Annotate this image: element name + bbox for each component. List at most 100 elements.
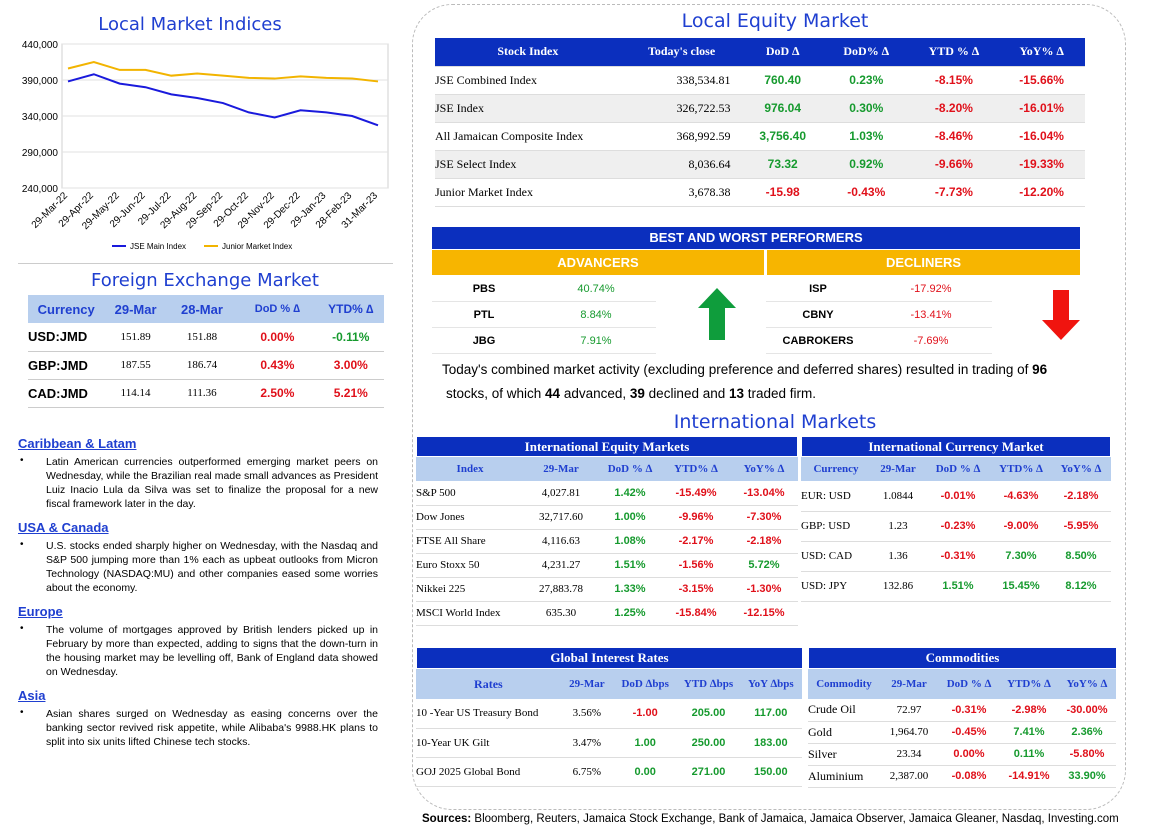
- fx-cell-c: GBP:JMD: [28, 357, 88, 373]
- indices-title: Local Market Indices: [98, 14, 282, 35]
- decliner-row: CBNY -13.41%: [766, 302, 992, 328]
- row-value: 27,883.78: [539, 583, 583, 595]
- row-change: -0.31%: [940, 550, 976, 562]
- ie-h1: 29-Mar: [543, 463, 579, 475]
- bullet-icon: •: [20, 707, 24, 718]
- fx-h0: Currency: [37, 301, 95, 317]
- row-label: Nikkei 225: [416, 583, 466, 595]
- eq-change: -8.20%: [909, 94, 999, 123]
- eq-close: 8,036.64: [620, 150, 743, 179]
- row-change: -2.17%: [678, 535, 714, 547]
- eq-h0: Stock Index: [435, 38, 621, 67]
- news-heading: USA & Canada: [18, 520, 109, 535]
- fx-cell-y: 3.00%: [333, 358, 368, 372]
- row-change: 5.72%: [748, 559, 780, 571]
- fx-row: GBP:JMD 187.55 186.74 0.43% 3.00%: [28, 351, 384, 379]
- pct-change: -7.69%: [913, 334, 949, 347]
- decliners-header: DECLINERS: [767, 250, 1080, 275]
- row-label: Crude Oil: [808, 702, 856, 717]
- row-change: -1.00: [632, 707, 658, 720]
- row-change: -1.30%: [746, 583, 782, 595]
- eq_rows-row: MSCI World Index 635.30 1.25% -15.84% -12.15…: [416, 601, 798, 625]
- right-panel-border: [412, 4, 1126, 810]
- eq-h2: DoD ∆: [742, 38, 823, 67]
- row-change: -0.23%: [940, 520, 976, 532]
- down-arrow-icon: [1042, 290, 1080, 340]
- y-tick-label: 340,000: [22, 112, 59, 123]
- eq-h3: DoD% ∆: [822, 38, 910, 67]
- advancer-row: JBG 7.91%: [432, 328, 656, 354]
- news-text: Latin American currencies outperformed e…: [46, 456, 378, 510]
- fx-cell-d: 2.50%: [260, 386, 295, 400]
- row-change: 2.36%: [1071, 726, 1103, 738]
- y-tick-label: 440,000: [22, 40, 59, 51]
- ie-h2: DoD % ∆: [607, 463, 653, 475]
- ic-h3: YTD% ∆: [999, 463, 1043, 475]
- rt-h3: YTD ∆bps: [683, 678, 734, 690]
- row-change: -0.45%: [951, 726, 987, 738]
- row-value: 72.97: [896, 703, 922, 716]
- eq-change: 73.32: [742, 150, 823, 179]
- row-value: 32,717.60: [539, 511, 583, 523]
- pct-change: -13.41%: [910, 308, 952, 321]
- cur_rows-row: EUR: USD 1.0844 -0.01% -4.63% -2.18%: [801, 481, 1111, 511]
- row-change: -15.84%: [675, 607, 717, 619]
- eq-name: All Jamaican Composite Index: [435, 122, 621, 151]
- row-change: -7.30%: [746, 511, 782, 523]
- eq-change: 3,756.40: [742, 122, 823, 151]
- row-change: -13.04%: [743, 486, 785, 499]
- fx-h1: 29-Mar: [114, 301, 157, 317]
- news-heading: Caribbean & Latam: [18, 436, 137, 451]
- intl-title: International Markets: [673, 411, 877, 433]
- equity-row: All Jamaican Composite Index 368,992.59 3,…: [435, 122, 1085, 151]
- row-change: 0.00%: [953, 748, 985, 760]
- cur_rows-row: USD: JPY 132.86 1.51% 15.45% 8.12%: [801, 571, 1111, 601]
- ticker: CBNY: [802, 308, 834, 321]
- eq_rows-row: Euro Stoxx 50 4,231.27 1.51% -1.56% 5.72%: [416, 553, 798, 577]
- sources-label: Sources:: [422, 813, 472, 825]
- eq-change: -15.98: [742, 178, 823, 207]
- row-change: 1.33%: [614, 583, 646, 595]
- pct-change: 7.91%: [580, 334, 612, 347]
- row-change: -0.31%: [951, 703, 987, 716]
- row-label: Aluminium: [808, 768, 864, 783]
- fx-h4: YTD% ∆: [328, 302, 374, 316]
- eq-change: 760.40: [742, 66, 823, 95]
- eq-h5: YoY% ∆: [998, 38, 1085, 67]
- legend-label: JSE Main Index: [130, 242, 186, 251]
- fx-cell-y: 5.21%: [333, 386, 368, 400]
- decliners-list: ISP -17.92% CBNY -13.41% CABROKERS -7.69%: [766, 276, 992, 354]
- row-change: -5.95%: [1063, 520, 1099, 532]
- news-text: U.S. stocks ended sharply higher on Wedn…: [46, 540, 378, 594]
- news-section: Caribbean & Latam • Latin American currenc…: [18, 436, 378, 758]
- bullet-icon: •: [20, 539, 24, 550]
- row-value: 1.36: [888, 550, 908, 562]
- pct-change: -17.92%: [910, 282, 952, 295]
- eq-h4: YTD % ∆: [909, 38, 999, 67]
- row-label: Gold: [808, 724, 832, 739]
- row-change: 7.41%: [1013, 726, 1045, 738]
- sources-text: Bloomberg, Reuters, Jamaica Stock Exchan…: [471, 813, 1119, 825]
- y-tick-label: 290,000: [22, 148, 59, 159]
- cm-h1: 29-Mar: [891, 678, 927, 690]
- row-label: MSCI World Index: [416, 607, 501, 619]
- eq-h1: Today's close: [620, 38, 743, 67]
- row-label: Euro Stoxx 50: [416, 559, 480, 571]
- row-change: 1.25%: [614, 607, 646, 619]
- row-change: -12.15%: [743, 607, 785, 619]
- rt-h0: Rates: [474, 676, 503, 691]
- fx-cell-a: 114.14: [120, 387, 151, 399]
- divider: [18, 263, 393, 264]
- row-value: 3.47%: [572, 736, 602, 749]
- row-change: -0.01%: [940, 489, 976, 502]
- eq_rows-row: Nikkei 225 27,883.78 1.33% -3.15% -1.30%: [416, 577, 798, 601]
- row-change: -0.08%: [951, 770, 987, 782]
- row-label: Silver: [808, 746, 837, 761]
- summary-advanced: 44: [545, 386, 561, 401]
- eq-change: -8.46%: [909, 122, 999, 151]
- rows-row: Crude Oil 72.97 -0.31% -2.98% -30.00%: [808, 699, 1116, 721]
- commodities-title: Commodities: [809, 648, 1116, 668]
- fx-cell-a: 151.89: [120, 330, 151, 343]
- eq_rows-row: FTSE All Share 4,116.63 1.08% -2.17% -2.18%: [416, 529, 798, 553]
- news-block: Asia • Asian shares surged on Wednesday as…: [18, 688, 378, 749]
